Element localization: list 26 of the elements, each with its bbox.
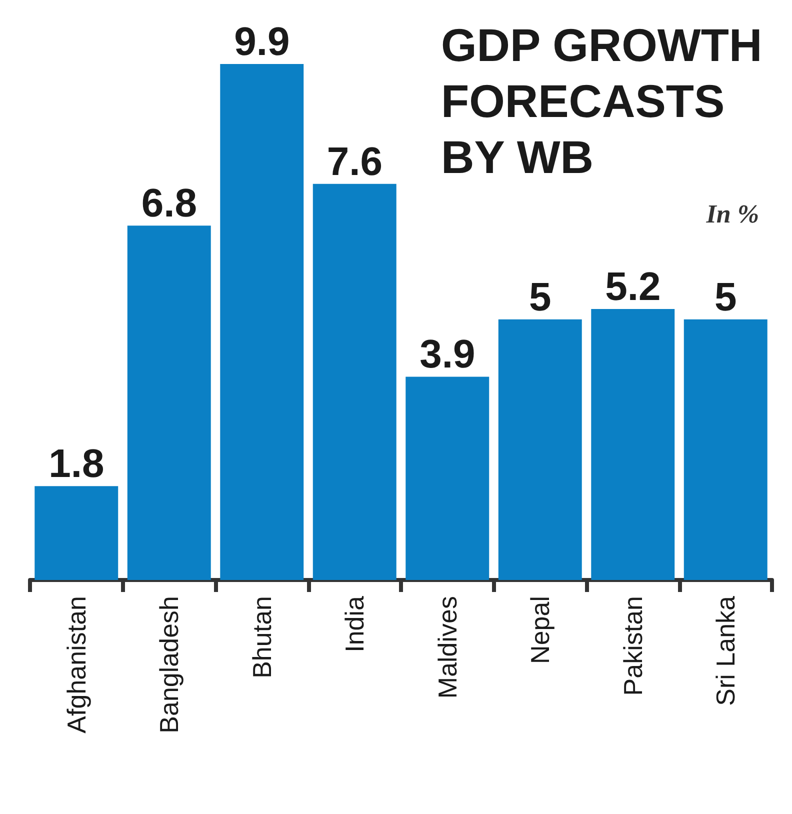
x-tick-label: India: [340, 595, 370, 652]
chart-title: GDP GROWTH FORECASTS BY WB: [441, 19, 762, 183]
bar: [591, 308, 675, 580]
data-label: 6.8: [141, 182, 197, 226]
data-label: 9.9: [234, 20, 290, 64]
bar: [127, 226, 211, 580]
bar: [684, 319, 768, 580]
x-tick-label: Bhutan: [246, 596, 277, 678]
data-label: 1.8: [48, 442, 104, 486]
data-label: 7.6: [326, 140, 382, 184]
data-label: 5: [529, 275, 552, 320]
x-tick-label: Nepal: [525, 596, 556, 664]
x-tick-label: Sri Lanka: [710, 595, 741, 706]
data-label: 3.9: [420, 332, 476, 377]
bar: [220, 64, 304, 580]
bar: [498, 319, 582, 580]
data-label: 5: [714, 275, 737, 320]
x-tick-label: Maldives: [432, 596, 462, 699]
bar: [406, 376, 490, 580]
x-tick-label: Pakistan: [618, 596, 648, 696]
data-label: 5.2: [605, 264, 661, 309]
x-tick-label: Afghanistan: [61, 596, 92, 734]
bar: [312, 184, 396, 580]
x-tick-label: Bangladesh: [154, 596, 184, 734]
bar: [34, 486, 118, 580]
text: In %: [705, 200, 760, 228]
